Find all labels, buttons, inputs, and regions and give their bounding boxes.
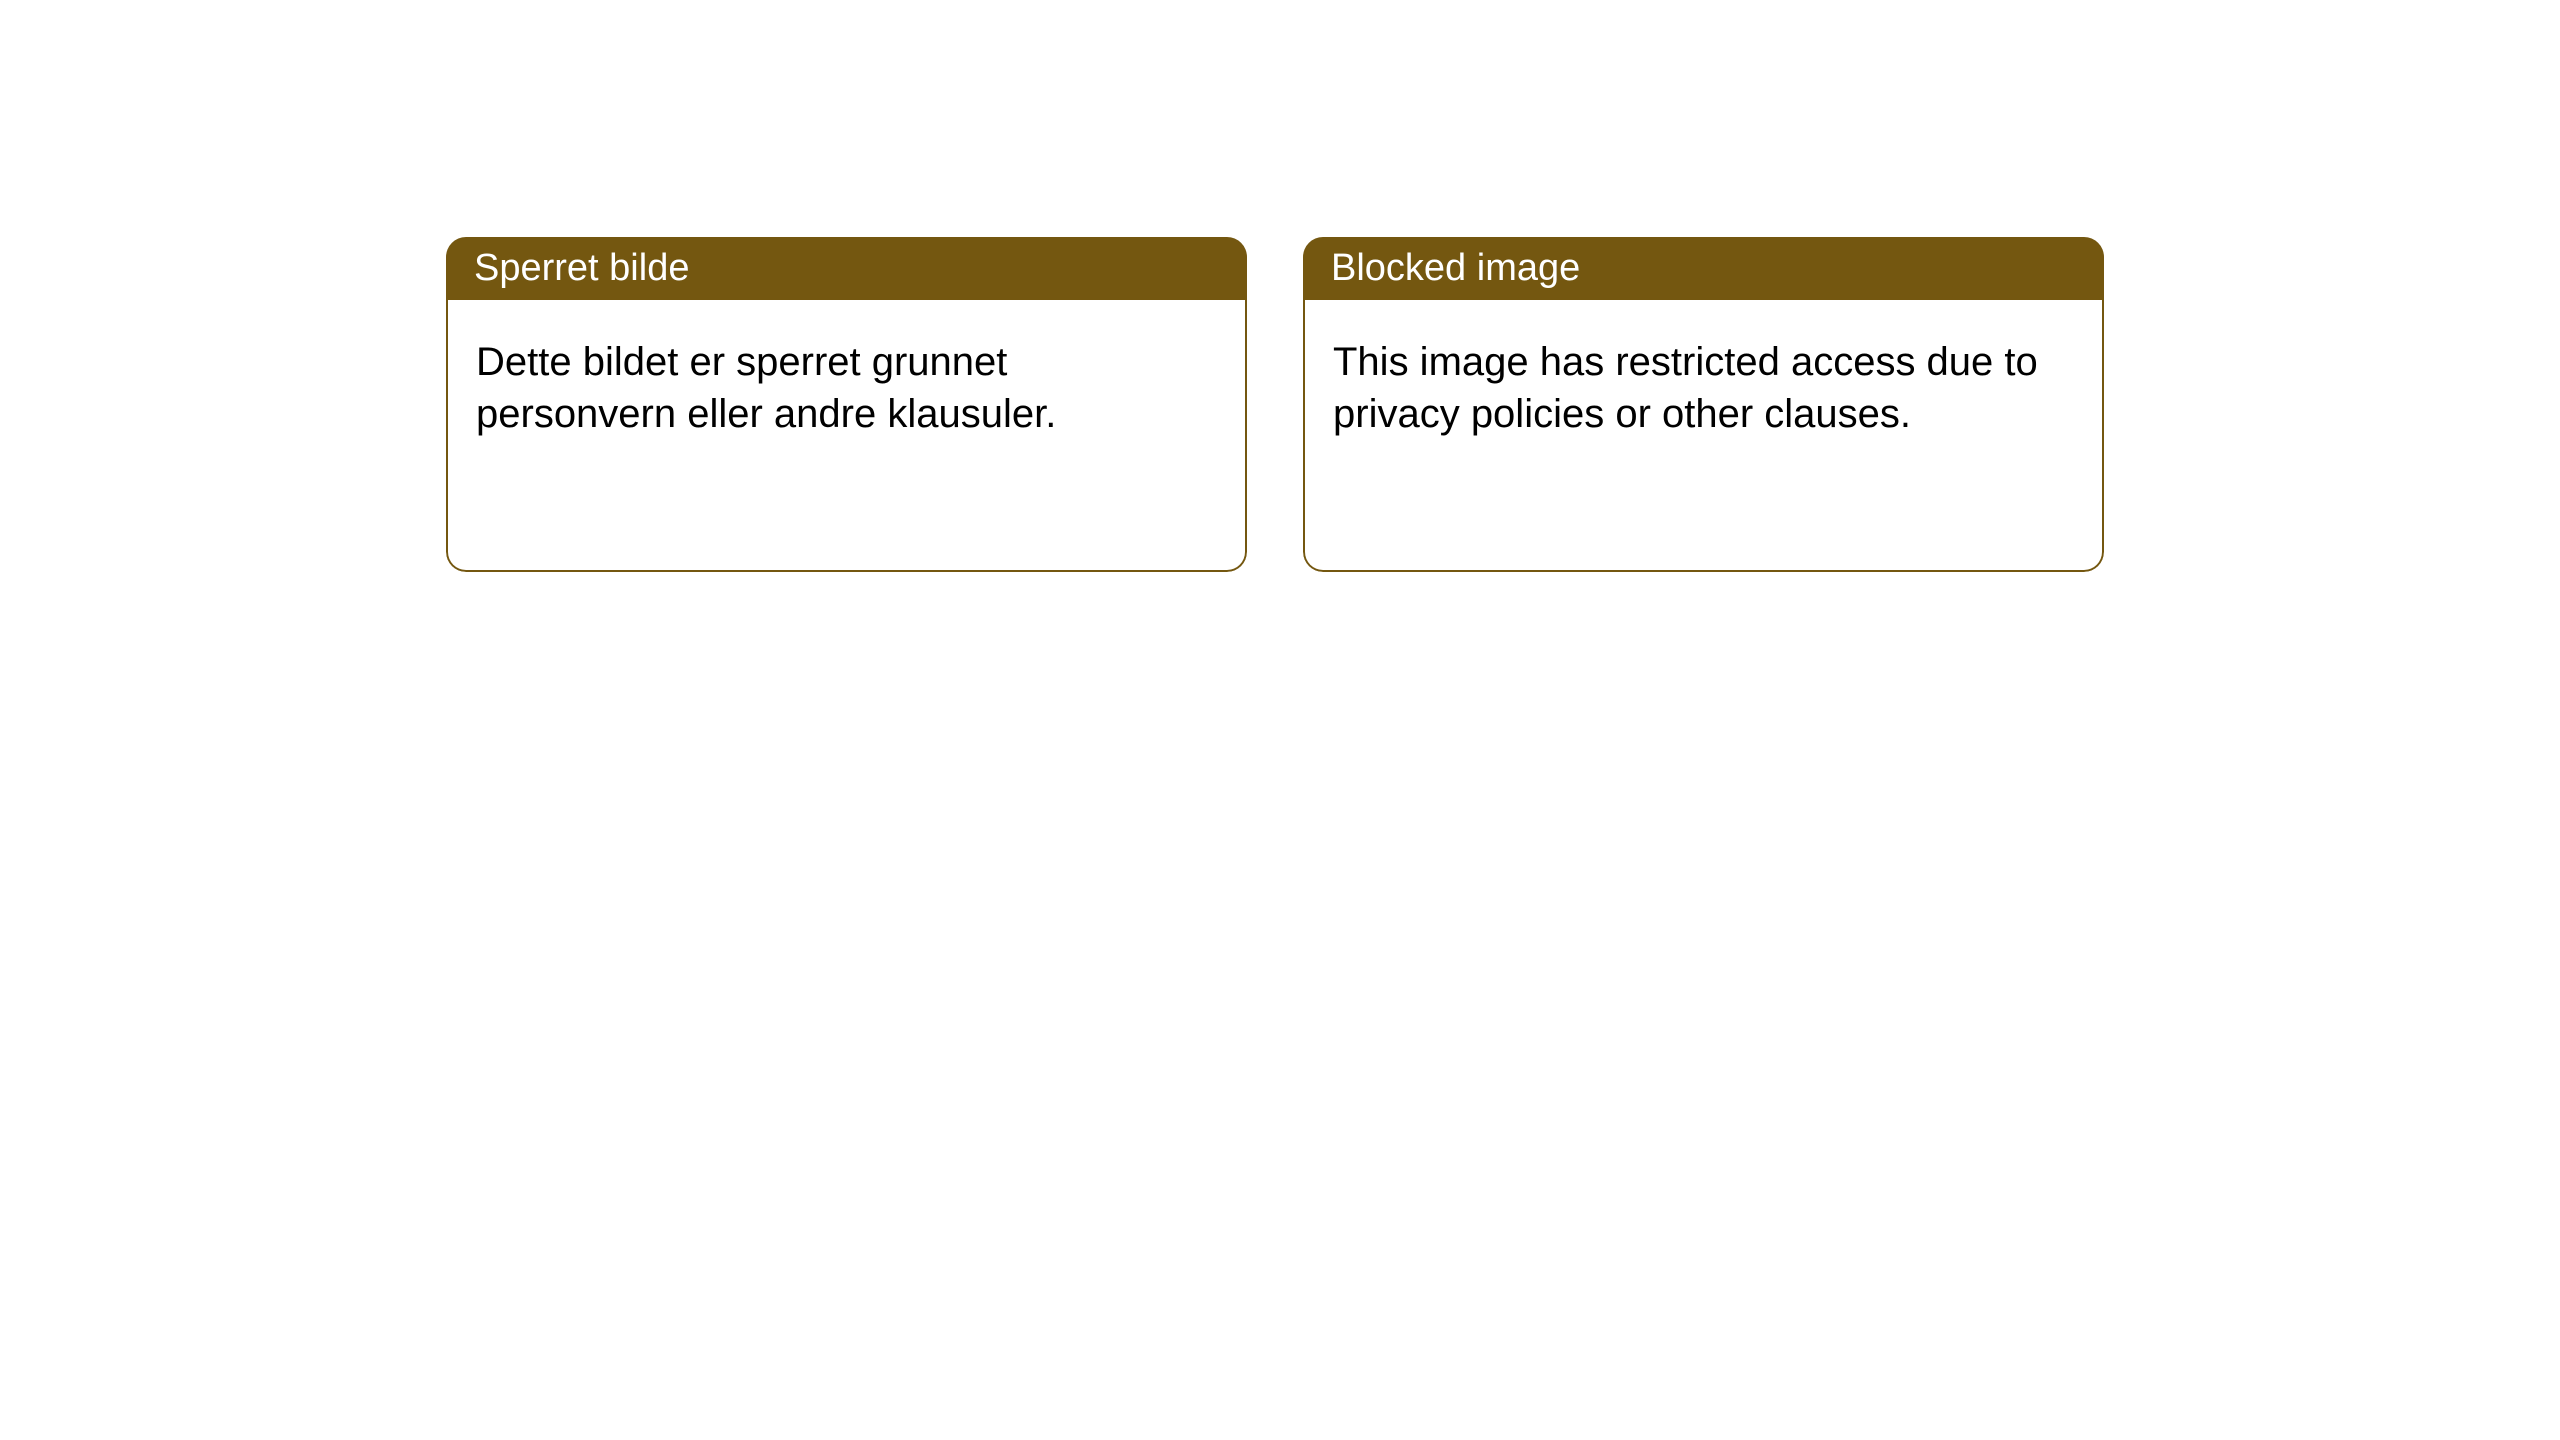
card-body: This image has restricted access due to …	[1303, 300, 2104, 572]
notice-card-norwegian: Sperret bilde Dette bildet er sperret gr…	[446, 237, 1247, 572]
card-header: Blocked image	[1303, 237, 2104, 300]
notice-cards-container: Sperret bilde Dette bildet er sperret gr…	[446, 237, 2104, 572]
card-body: Dette bildet er sperret grunnet personve…	[446, 300, 1247, 572]
card-header: Sperret bilde	[446, 237, 1247, 300]
card-body-text: Dette bildet er sperret grunnet personve…	[476, 336, 1217, 440]
card-body-text: This image has restricted access due to …	[1333, 336, 2074, 440]
notice-card-english: Blocked image This image has restricted …	[1303, 237, 2104, 572]
